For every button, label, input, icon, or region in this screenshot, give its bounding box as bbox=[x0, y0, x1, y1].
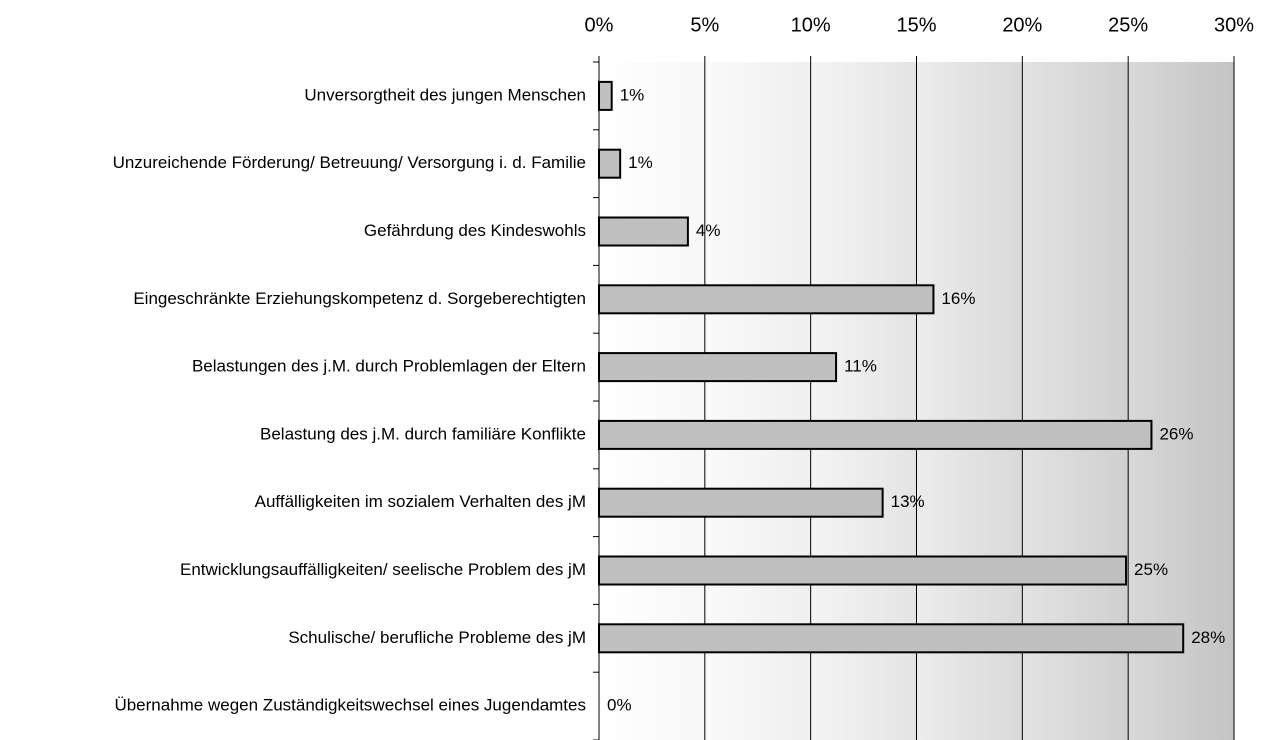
bar bbox=[598, 623, 1185, 654]
y-tick-label: Übernahme wegen Zuständigkeitswechsel ei… bbox=[114, 696, 586, 715]
bar bbox=[598, 419, 1153, 450]
bar bbox=[598, 284, 935, 315]
bar bbox=[598, 352, 838, 383]
data-label: 1% bbox=[628, 153, 653, 172]
data-label: 13% bbox=[891, 492, 925, 511]
bar bbox=[598, 487, 884, 518]
data-label: 1% bbox=[620, 85, 645, 104]
bar bbox=[598, 80, 613, 111]
data-label: 26% bbox=[1159, 424, 1193, 443]
y-tick-label: Gefährdung des Kindeswohls bbox=[364, 221, 586, 240]
bar bbox=[598, 216, 689, 247]
x-tick-label: 5% bbox=[690, 14, 719, 36]
y-tick-label: Entwicklungsauffälligkeiten/ seelische P… bbox=[180, 560, 586, 579]
y-tick-label: Schulische/ berufliche Probleme des jM bbox=[288, 628, 586, 647]
data-label: 25% bbox=[1134, 560, 1168, 579]
y-tick-label: Eingeschränkte Erziehungskompetenz d. So… bbox=[133, 289, 586, 308]
y-tick-label: Unzureichende Förderung/ Betreuung/ Vers… bbox=[113, 153, 586, 172]
bar bbox=[598, 555, 1128, 586]
x-tick-label: 10% bbox=[791, 14, 831, 36]
y-tick-label: Auffälligkeiten im sozialem Verhalten de… bbox=[255, 492, 586, 511]
data-label: 16% bbox=[941, 289, 975, 308]
data-label: 0% bbox=[607, 696, 632, 715]
y-tick-label: Belastung des j.M. durch familiäre Konfl… bbox=[260, 424, 586, 443]
x-tick-label: 30% bbox=[1214, 14, 1254, 36]
x-tick-label: 0% bbox=[585, 14, 614, 36]
y-tick-label: Unversorgtheit des jungen Menschen bbox=[304, 85, 586, 104]
data-label: 4% bbox=[696, 221, 721, 240]
x-tick-label: 25% bbox=[1108, 14, 1148, 36]
x-tick-label: 15% bbox=[896, 14, 936, 36]
data-label: 11% bbox=[844, 357, 877, 376]
data-label: 28% bbox=[1191, 628, 1225, 647]
y-tick-label: Belastungen des j.M. durch Problemlagen … bbox=[192, 357, 586, 376]
x-tick-label: 20% bbox=[1002, 14, 1042, 36]
bar bbox=[598, 148, 622, 179]
